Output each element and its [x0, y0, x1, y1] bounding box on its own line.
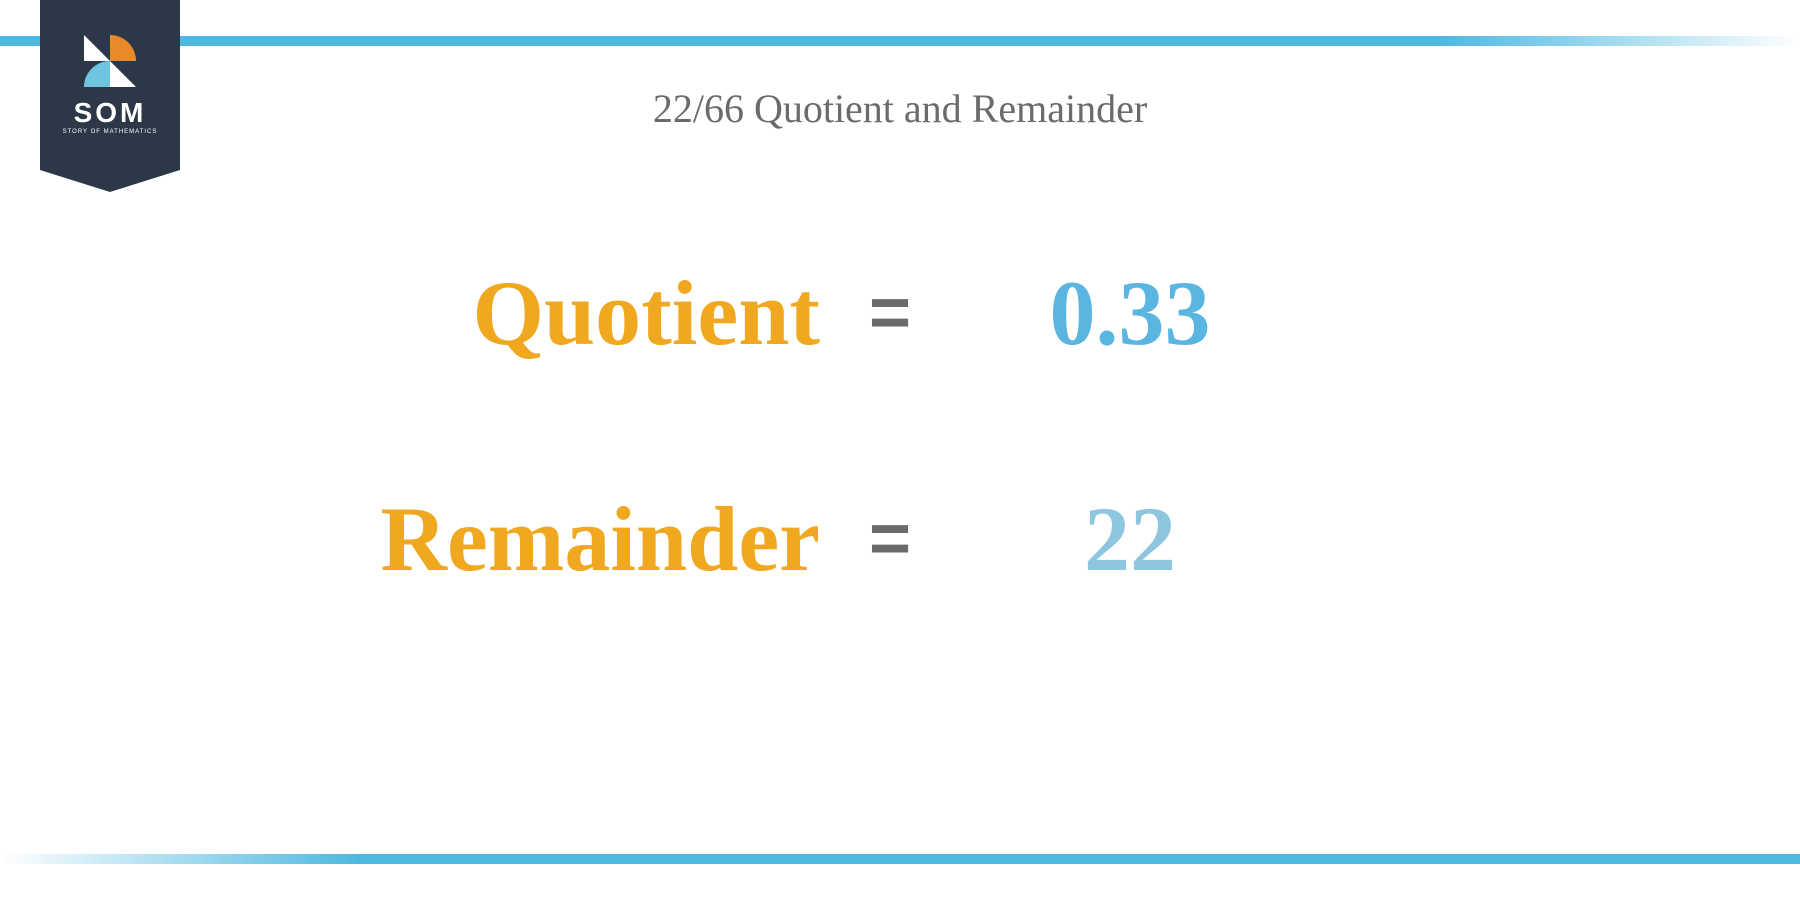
quotient-label: Quotient [260, 260, 820, 366]
remainder-label: Remainder [260, 486, 820, 592]
remainder-row: Remainder = 22 [260, 486, 1360, 592]
equals-sign: = [820, 498, 960, 580]
quotient-row: Quotient = 0.33 [260, 260, 1360, 366]
logo-mark-icon [84, 35, 136, 87]
quotient-value: 0.33 [960, 260, 1300, 366]
remainder-value: 22 [960, 486, 1300, 592]
bottom-accent-bar [0, 854, 1800, 864]
equals-sign: = [820, 272, 960, 354]
top-accent-bar [0, 36, 1800, 46]
result-rows: Quotient = 0.33 Remainder = 22 [260, 260, 1360, 712]
page-title: 22/66 Quotient and Remainder [0, 85, 1800, 132]
